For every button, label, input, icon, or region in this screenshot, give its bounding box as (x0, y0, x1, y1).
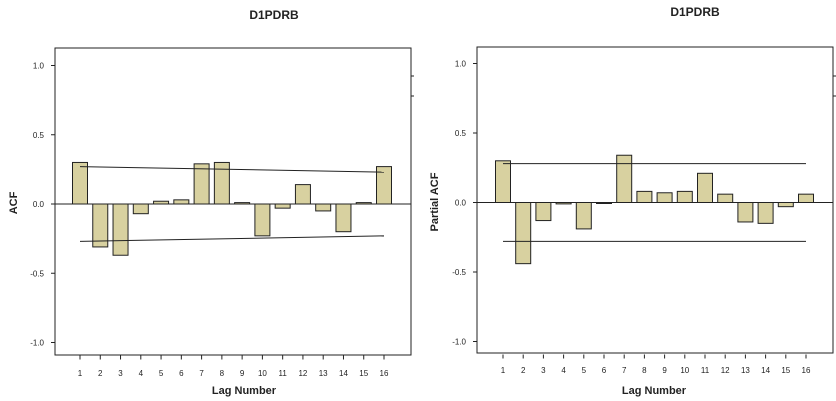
pacf-bar-lag-1 (495, 160, 511, 204)
pacf-x-ticks: 1 2 3 4 5 6 7 8 9 10 11 12 13 14 15 16 (501, 354, 811, 375)
acf-x-tick-label: 8 (220, 369, 225, 378)
pacf-x-tick-label: 13 (741, 366, 750, 375)
acf-bar-lag-11 (274, 203, 291, 209)
acf-x-tick-label: 15 (359, 369, 368, 378)
acf-x-tick-label: 1 (78, 369, 83, 378)
acf-bar-lag-4 (132, 203, 149, 215)
pacf-x-tick-label: 8 (642, 366, 647, 375)
pacf-bar-lag-2 (515, 202, 532, 265)
pacf-plot-frame (476, 46, 834, 354)
acf-y-ticks: 1.0 0.5 0.0 -0.5 -1.0 (30, 62, 55, 348)
pacf-y-tick-label: 0.5 (455, 129, 467, 138)
acf-x-tick-label: 12 (298, 369, 307, 378)
pacf-y-tick-label: 1.0 (455, 60, 467, 69)
pacf-y-tick-label: -1.0 (452, 338, 466, 347)
pacf-chart: D1PDRB Partial ACF Lag Number 1.0 0.5 0.0 -… (429, 5, 836, 397)
acf-plot-frame (54, 47, 412, 356)
pacf-y-ticks: 1.0 0.5 0.0 -0.5 -1.0 (452, 60, 477, 347)
pacf-x-tick-label: 16 (802, 366, 811, 375)
pacf-bar-lag-12 (717, 193, 734, 204)
pacf-x-tick-label: 4 (561, 366, 566, 375)
acf-x-tick-label: 9 (240, 369, 245, 378)
pacf-x-tick-label: 14 (761, 366, 770, 375)
acf-chart: D1PDRB ACF Lag Number 1.00.50.0-0.5-1.0 … (8, 8, 414, 397)
pacf-x-tick-label: 6 (602, 366, 607, 375)
acf-bar-lag-14 (335, 203, 352, 233)
pacf-bar-lag-9 (656, 192, 673, 204)
acf-x-tick-label: 3 (118, 369, 123, 378)
pacf-x-tick-label: 1 (501, 366, 506, 375)
pacf-x-tick-label: 5 (582, 366, 587, 375)
acf-upper-confidence-line (79, 166, 385, 173)
acf-x-tick-label: 10 (258, 369, 267, 378)
pacf-bars (495, 154, 814, 265)
acf-x-tick-label: 7 (199, 369, 204, 378)
acf-bar-lag-13 (315, 203, 332, 212)
pacf-bar-lag-14 (757, 202, 774, 224)
acf-bar-lag-3 (112, 203, 129, 256)
pacf-x-tick-label: 9 (662, 366, 667, 375)
pacf-x-tick-label: 2 (521, 366, 526, 375)
pacf-y-tick-label: 0.0 (455, 199, 467, 208)
acf-x-tick-label: 5 (159, 369, 164, 378)
acf-y-axis-label: ACF (8, 191, 20, 214)
acf-x-tick-label: 14 (339, 369, 348, 378)
acf-lower-confidence-line (79, 235, 385, 242)
pacf-x-axis-label: Lag Number (622, 385, 687, 397)
acf-bars (72, 161, 392, 256)
pacf-bar-lag-8 (636, 190, 653, 204)
acf-x-tick-label: 6 (179, 369, 184, 378)
acf-bar-lag-10 (254, 203, 271, 237)
acf-x-axis-label: Lag Number (212, 385, 277, 397)
pacf-y-axis-label: Partial ACF (429, 172, 441, 231)
pacf-x-tick-label: 11 (701, 366, 710, 375)
pacf-bar-lag-7 (616, 154, 633, 204)
acf-x-tick-label: 13 (319, 369, 328, 378)
acf-y-tick-label: -1.0 (30, 339, 44, 348)
pacf-bar-lag-3 (535, 202, 552, 222)
acf-y-tick-label: -0.5 (30, 269, 44, 278)
pacf-x-tick-label: 3 (541, 366, 546, 375)
pacf-bar-lag-11 (697, 172, 713, 203)
pacf-y-tick-label: -0.5 (452, 268, 466, 277)
acf-bar-lag-7 (193, 163, 210, 205)
acf-x-tick-label: 2 (98, 369, 103, 378)
acf-bar-lag-1 (72, 161, 88, 205)
acf-y-tick-label: 1.0 (33, 62, 45, 71)
pacf-bar-lag-16 (798, 193, 814, 204)
pacf-bar-lag-5 (575, 202, 592, 230)
acf-y-tick-label: 0.5 (33, 131, 45, 140)
pacf-bar-lag-15 (777, 202, 794, 208)
acf-x-tick-label: 4 (139, 369, 144, 378)
acf-x-tick-label: 11 (279, 369, 288, 378)
pacf-x-tick-label: 15 (781, 366, 790, 375)
pacf-chart-title: D1PDRB (670, 5, 720, 19)
pacf-bar-lag-13 (737, 202, 754, 223)
acf-chart-title: D1PDRB (249, 8, 299, 22)
pacf-bar-lag-10 (676, 190, 693, 204)
acf-x-ticks: 1 2 3 4 5 6 7 8 9 10 11 12 13 14 15 16 (78, 355, 389, 378)
pacf-x-tick-label: 7 (622, 366, 627, 375)
pacf-x-tick-label: 12 (721, 366, 730, 375)
acf-bar-lag-12 (294, 184, 311, 205)
acf-x-tick-label: 16 (380, 369, 389, 378)
acf-y-tick-label: 0.0 (33, 200, 45, 209)
acf-bar-lag-6 (173, 199, 190, 205)
pacf-x-tick-label: 10 (680, 366, 689, 375)
